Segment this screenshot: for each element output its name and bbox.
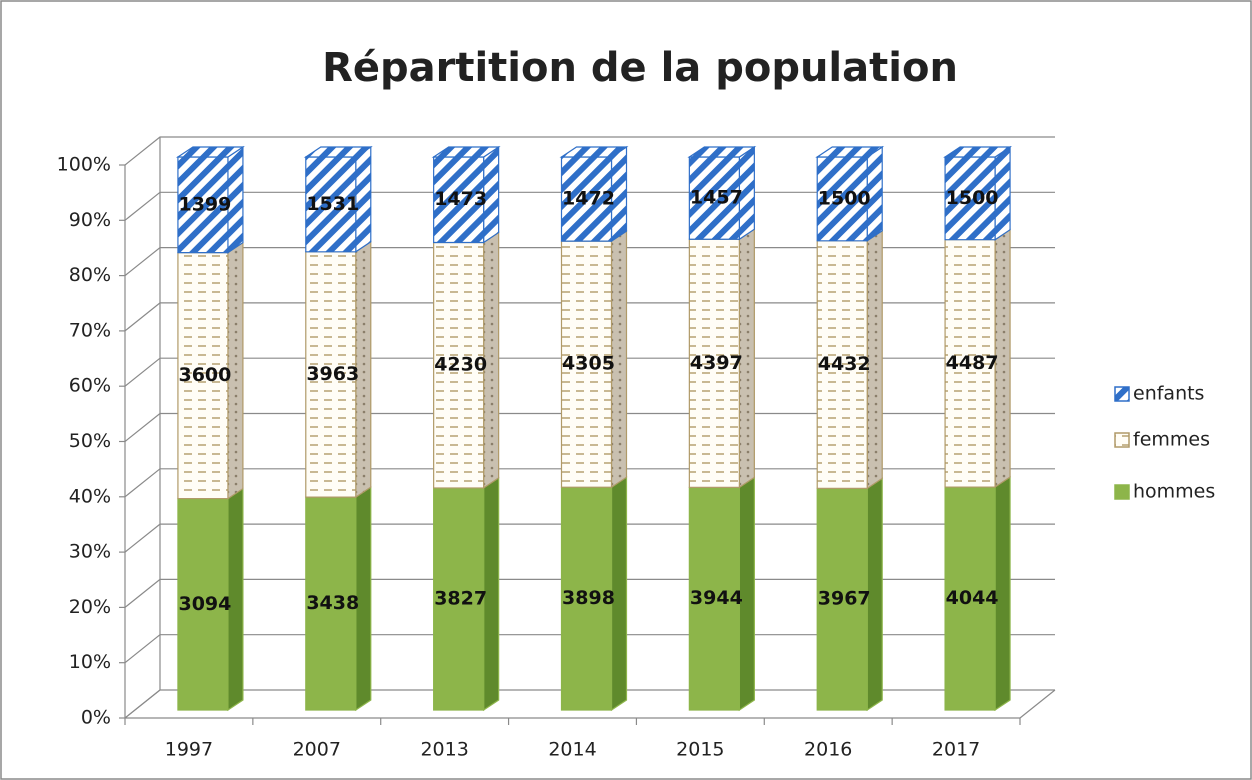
y-tick-label: 100% (57, 154, 111, 176)
data-label: 1399 (178, 193, 231, 215)
bar (944, 228, 1011, 489)
x-tick-label: 2017 (932, 739, 980, 761)
y-tick-label: 30% (69, 541, 111, 563)
bar-top (303, 146, 373, 158)
bar (815, 145, 885, 242)
bar (431, 145, 501, 244)
data-label: 1473 (434, 188, 487, 210)
y-tick-label: 60% (69, 375, 111, 397)
y-tick-label: 80% (69, 264, 111, 286)
data-label: 3944 (690, 587, 743, 609)
bar-top (687, 146, 757, 158)
bar-top (815, 146, 885, 158)
bar-top (943, 146, 1013, 158)
data-label: 3827 (434, 587, 487, 609)
x-tick-label: 2016 (804, 739, 852, 761)
bar (305, 240, 372, 499)
data-label: 4230 (434, 354, 487, 376)
data-label: 3438 (306, 592, 359, 614)
x-tick-label: 1997 (165, 739, 213, 761)
data-label: 3094 (178, 593, 231, 615)
data-label: 3967 (818, 588, 871, 610)
data-label: 1500 (818, 187, 871, 209)
bar (175, 145, 245, 254)
legend-label: femmes (1133, 429, 1210, 451)
bar (560, 230, 628, 489)
legend-swatch (1114, 386, 1130, 402)
data-label: 4487 (946, 352, 999, 374)
bar (687, 145, 757, 241)
bar-top (175, 146, 245, 158)
grid-line (124, 523, 1055, 553)
grid-line (124, 578, 1055, 608)
legend-label: enfants (1133, 383, 1204, 405)
y-tick-label: 10% (69, 651, 111, 673)
bar (305, 486, 372, 712)
data-label: 3898 (562, 587, 615, 609)
grid-line (124, 634, 1055, 664)
legend-label: hommes (1133, 481, 1215, 503)
grid-line (124, 689, 1055, 719)
grid-line (124, 468, 1055, 498)
x-tick-label: 2014 (548, 739, 596, 761)
bar (177, 487, 244, 712)
y-tick-label: 50% (69, 430, 111, 452)
bar (943, 145, 1013, 241)
data-label: 1531 (306, 193, 359, 215)
bar (559, 145, 629, 243)
bar (433, 231, 500, 490)
bar-top (559, 146, 629, 158)
y-tick-label: 40% (69, 485, 111, 507)
data-label: 1472 (562, 188, 615, 210)
x-tick-label: 2007 (293, 739, 341, 761)
grid-line (124, 412, 1055, 442)
data-label: 1500 (946, 187, 999, 209)
legend-swatch (1114, 432, 1130, 448)
x-tick-label: 2015 (676, 739, 724, 761)
chart-title: Répartition de la population (322, 45, 958, 91)
bar (816, 477, 883, 712)
data-label: 3963 (306, 363, 359, 385)
y-tick-label: 90% (69, 209, 111, 231)
data-label: 4044 (946, 587, 999, 609)
grid-line (124, 247, 1055, 277)
data-label: 4432 (818, 353, 871, 375)
grid-line (124, 302, 1055, 332)
bar-top (431, 146, 501, 158)
grid-line (124, 191, 1055, 221)
legend-swatch (1114, 484, 1130, 500)
data-label: 4397 (690, 352, 743, 374)
x-tick-label: 2013 (420, 739, 468, 761)
y-tick-label: 0% (81, 707, 111, 729)
data-label: 4305 (562, 353, 615, 375)
bar (688, 476, 755, 712)
y-tick-label: 70% (69, 319, 111, 341)
bar (944, 475, 1011, 712)
data-label: 1457 (690, 187, 743, 209)
y-tick-label: 20% (69, 596, 111, 618)
bar (303, 145, 373, 253)
data-label: 3600 (178, 364, 231, 386)
grid-line (124, 136, 1055, 166)
grid-line (124, 357, 1055, 387)
